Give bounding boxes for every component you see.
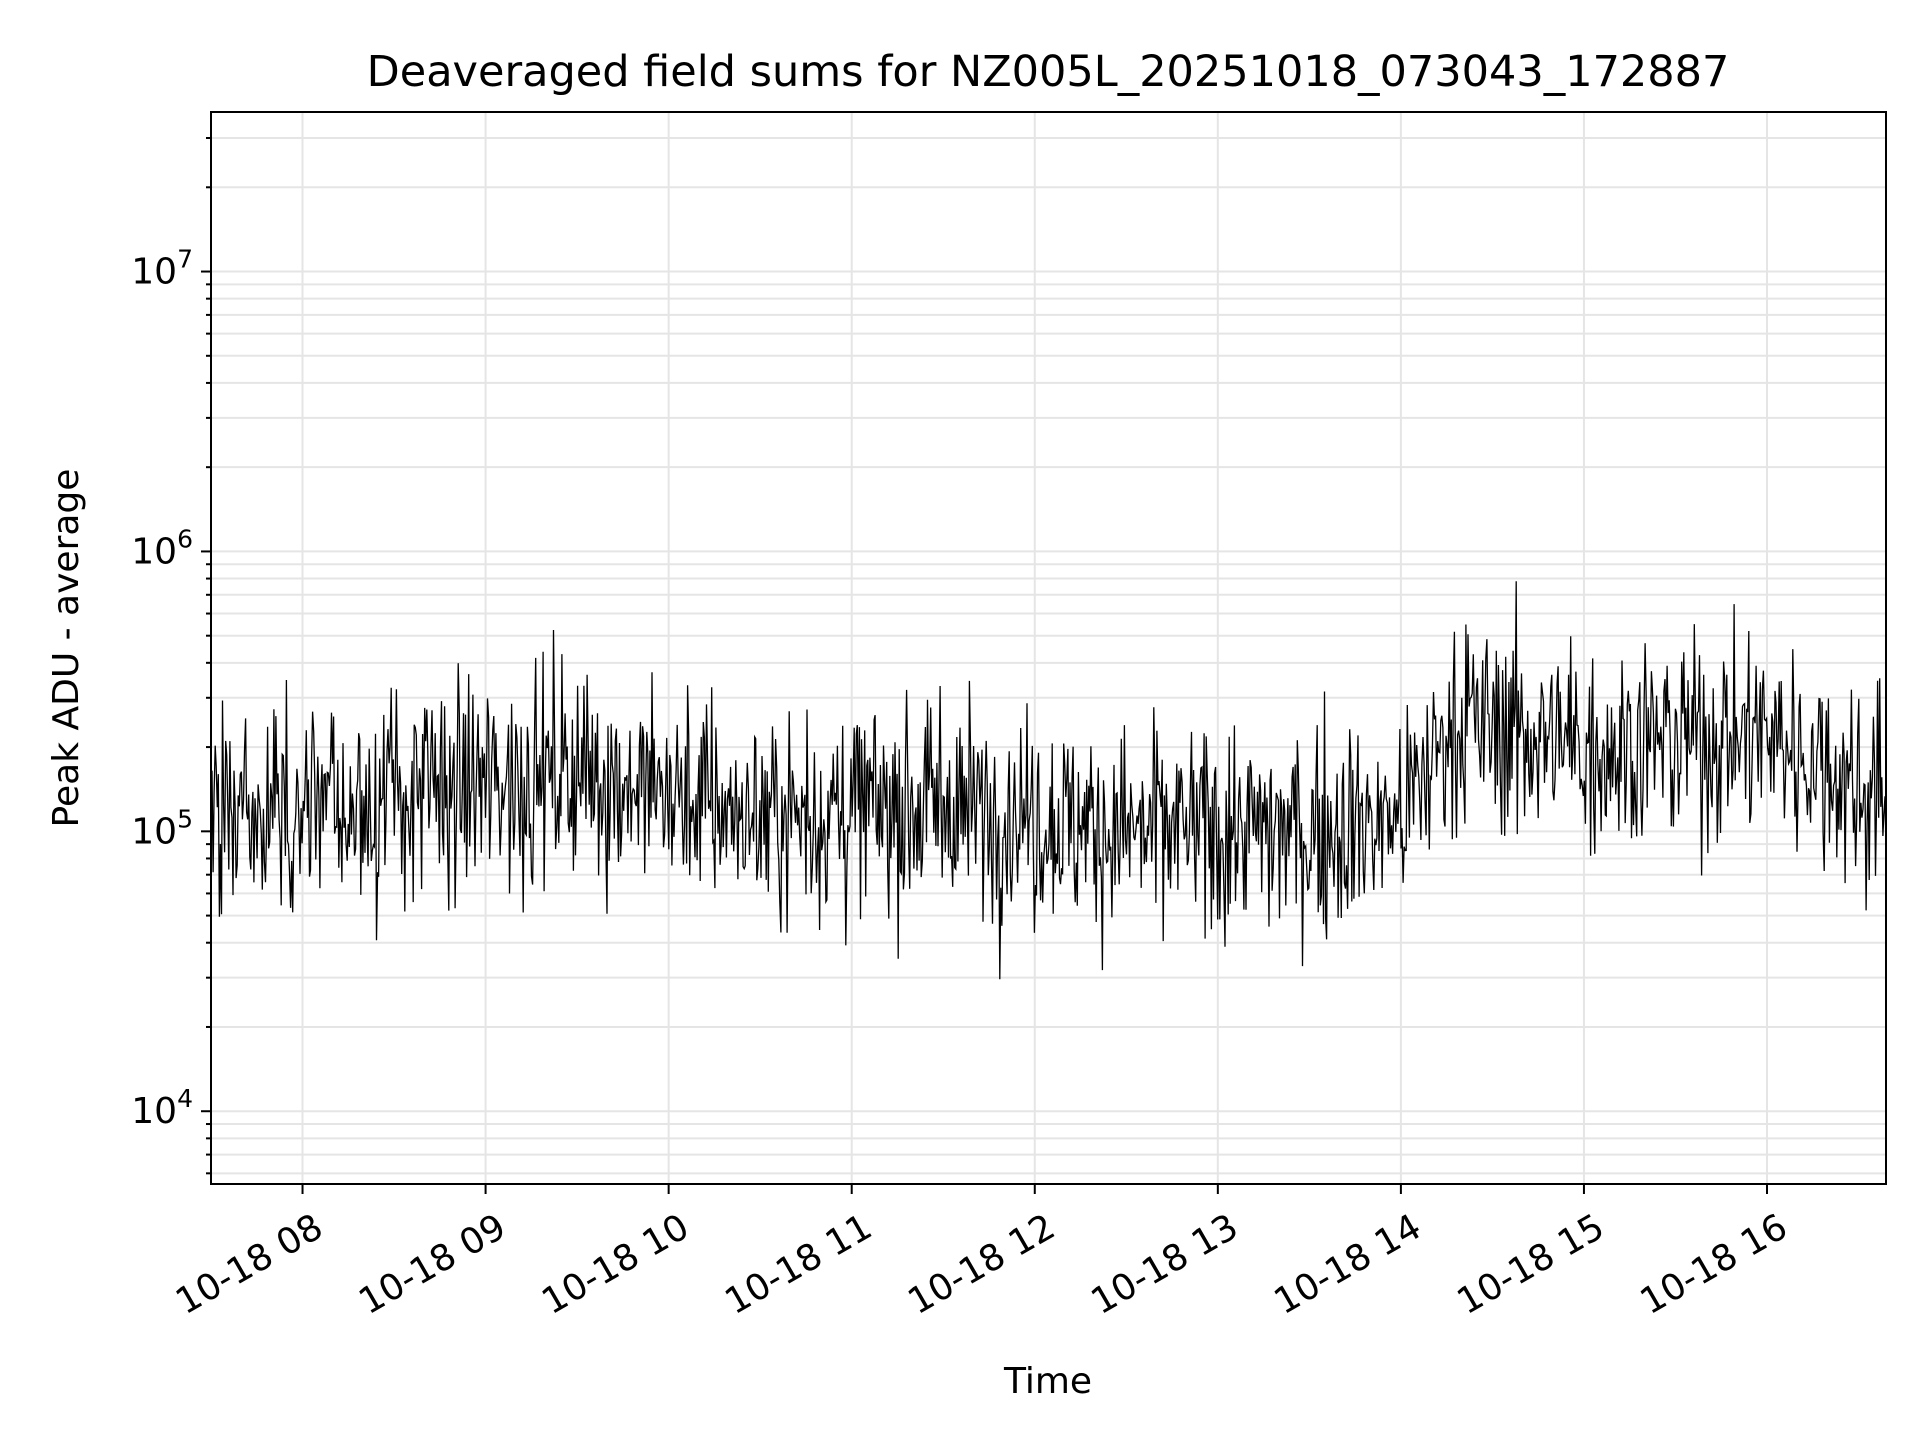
series-line (210, 581, 1887, 980)
y-tick-label: 106 (131, 524, 193, 572)
x-tick-label: 10-18 10 (535, 1206, 696, 1322)
y-tick-label: 107 (131, 245, 193, 293)
y-tick-label: 105 (131, 804, 193, 852)
x-tick-label: 10-18 14 (1268, 1206, 1429, 1322)
x-tick-label: 10-18 15 (1451, 1206, 1612, 1322)
y-axis-label: Peak ADU - average (46, 469, 87, 828)
chart-title: Deaveraged field sums for NZ005L_2025101… (367, 47, 1730, 97)
x-tick-label: 10-18 13 (1084, 1206, 1245, 1322)
x-tick-label: 10-18 09 (352, 1206, 513, 1322)
x-tick-label: 10-18 08 (169, 1206, 330, 1322)
x-tick-label: 10-18 11 (718, 1206, 879, 1322)
x-axis-label: Time (1003, 1361, 1092, 1402)
x-tick-label: 10-18 12 (901, 1206, 1062, 1322)
x-axis: 10-18 08 10-18 09 10-18 10 10-18 11 10-18 12… (169, 1184, 1794, 1323)
x-tick-label: 10-18 16 (1634, 1206, 1795, 1322)
y-axis: 104 105 106 107 (131, 136, 211, 1175)
grid-lines (211, 112, 1886, 1184)
plot-frame (210, 111, 1887, 1185)
y-tick-label: 104 (131, 1084, 193, 1132)
